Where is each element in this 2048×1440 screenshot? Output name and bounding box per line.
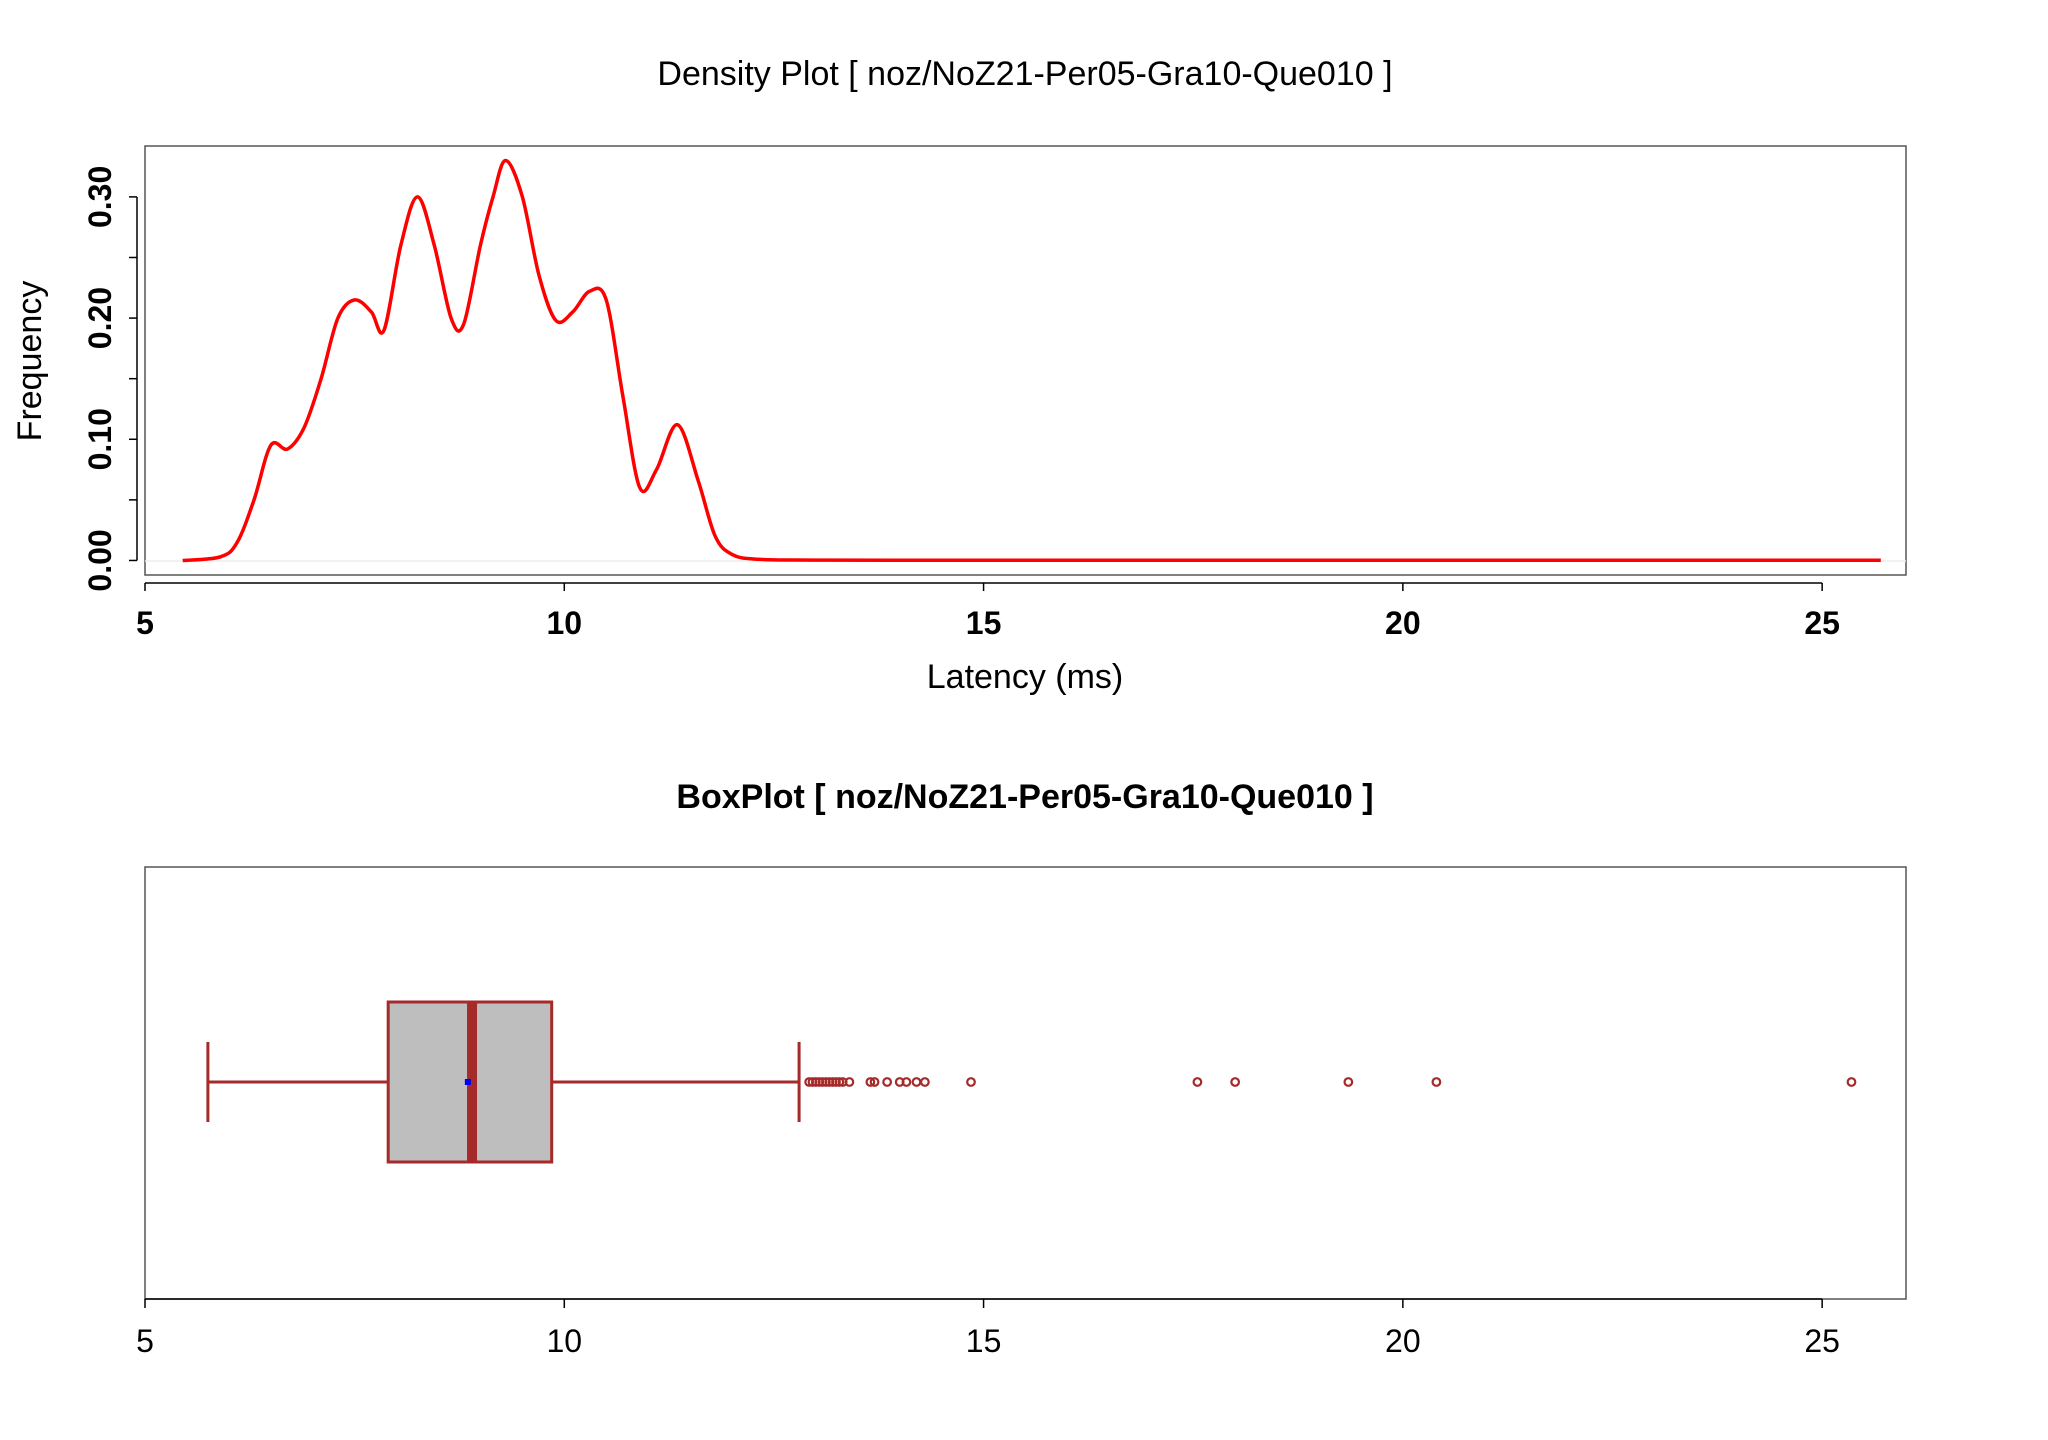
boxplot-elements bbox=[206, 1000, 801, 1164]
boxplot-outlier-point bbox=[1230, 1077, 1241, 1087]
boxplot-outliers bbox=[804, 1077, 1857, 1087]
density-plot: Density Plot [ noz/NoZ21-Per05-Gra10-Que… bbox=[11, 55, 1907, 696]
boxplot-outlier-point bbox=[1192, 1077, 1203, 1087]
boxplot-outlier-point bbox=[1846, 1077, 1857, 1087]
density-x-tick-label: 5 bbox=[136, 605, 154, 641]
boxplot-x-tick-label: 10 bbox=[546, 1323, 582, 1359]
density-x-tick-label: 25 bbox=[1804, 605, 1840, 641]
boxplot-outlier-point bbox=[865, 1077, 876, 1087]
density-y-tick-label: 0.10 bbox=[82, 408, 118, 470]
density-y-tick-label: 0.00 bbox=[82, 529, 118, 591]
boxplot-outlier-point bbox=[966, 1077, 976, 1087]
boxplot-outlier-point bbox=[1431, 1077, 1442, 1087]
density-x-axis: 5 10 15 20 25 bbox=[136, 582, 1840, 641]
boxplot-x-tick-label: 20 bbox=[1385, 1323, 1421, 1359]
boxplot-outlier-point bbox=[834, 1077, 845, 1087]
boxplot-x-axis: 5 10 15 20 25 bbox=[136, 1298, 1840, 1359]
boxplot-title: BoxPlot [ noz/NoZ21-Per05-Gra10-Que010 ] bbox=[676, 778, 1373, 816]
boxplot-mean-marker bbox=[464, 1079, 471, 1085]
density-curve bbox=[182, 158, 1881, 563]
boxplot-outlier-point bbox=[869, 1077, 880, 1087]
boxplot-outlier-point bbox=[882, 1077, 893, 1087]
box-plot: BoxPlot [ noz/NoZ21-Per05-Gra10-Que010 ]… bbox=[136, 778, 1907, 1359]
density-x-tick-label: 10 bbox=[546, 605, 582, 641]
boxplot-outlier-point bbox=[919, 1077, 930, 1087]
boxplot-x-tick-label: 15 bbox=[966, 1323, 1002, 1359]
density-y-tick-label: 0.20 bbox=[82, 287, 118, 349]
density-y-label: Frequency bbox=[11, 281, 49, 442]
boxplot-outlier-point bbox=[844, 1077, 855, 1087]
boxplot-outlier-point bbox=[901, 1077, 912, 1087]
boxplot-x-tick-label: 5 bbox=[136, 1323, 154, 1359]
density-title: Density Plot [ noz/NoZ21-Per05-Gra10-Que… bbox=[657, 55, 1392, 93]
boxplot-outlier-point bbox=[1343, 1077, 1354, 1087]
density-x-tick-label: 15 bbox=[966, 605, 1002, 641]
density-x-tick-label: 20 bbox=[1385, 605, 1421, 641]
boxplot-x-tick-label: 25 bbox=[1804, 1323, 1840, 1359]
density-y-tick-label: 0.30 bbox=[82, 166, 118, 228]
boxplot-outlier-point bbox=[911, 1077, 922, 1087]
density-y-axis: 0.00 0.10 0.20 0.30 bbox=[82, 166, 138, 592]
density-x-label: Latency (ms) bbox=[927, 658, 1124, 696]
density-plot-frame bbox=[144, 145, 1907, 576]
